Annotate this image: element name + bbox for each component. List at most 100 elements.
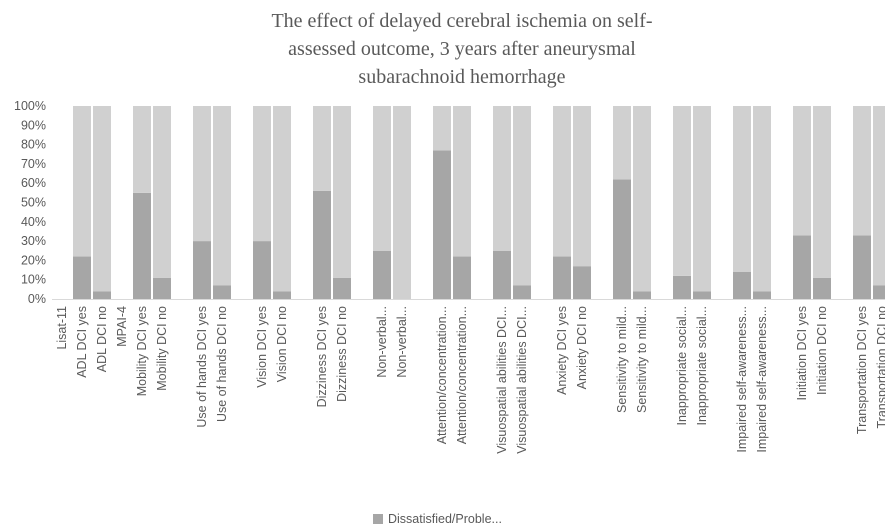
y-tick-label: 20% — [21, 253, 46, 267]
x-tick-label: Mobility DCI yes — [135, 306, 149, 396]
bar-segment-remainder — [513, 106, 531, 286]
x-tick-label: Visuospatial abilities DCI... — [495, 306, 509, 454]
x-tick-label: Vision DCI yes — [255, 306, 269, 388]
y-tick-label: 30% — [21, 234, 46, 248]
x-tick-label: Anxiety DCI yes — [555, 306, 569, 395]
bar-segment-dissatisfied — [313, 190, 331, 299]
bar-segment-remainder — [493, 106, 511, 251]
x-tick-label: Dizziness DCI yes — [315, 306, 329, 407]
y-tick-label: 0% — [28, 292, 46, 306]
y-tick-label: 40% — [21, 215, 46, 229]
bar-segment-dissatisfied — [453, 256, 471, 299]
bar-segment-remainder — [753, 106, 771, 292]
bar-segment-remainder — [213, 106, 231, 286]
x-tick-label: Attention/concentration... — [455, 306, 469, 444]
y-tick-label: 100% — [14, 99, 46, 113]
bar-segment-remainder — [73, 106, 91, 257]
bar-segment-remainder — [793, 106, 811, 236]
bar-segment-dissatisfied — [333, 277, 351, 299]
bar-segment-remainder — [253, 106, 271, 242]
x-tick-label: Use of hands DCI no — [215, 306, 229, 422]
bar-segment-remainder — [613, 106, 631, 180]
bar-segment-dissatisfied — [853, 235, 871, 299]
legend-swatch — [373, 514, 383, 524]
x-tick-label: Lisat-11 — [55, 306, 69, 350]
bar-segment-dissatisfied — [493, 250, 511, 299]
bar-segment-remainder — [693, 106, 711, 292]
x-tick-label: Non-verbal... — [375, 306, 389, 378]
bar-segment-dissatisfied — [153, 277, 171, 299]
bar-segment-dissatisfied — [553, 256, 571, 299]
x-tick-label: Dizziness DCI no — [335, 306, 349, 402]
bar-segment-dissatisfied — [693, 291, 711, 299]
bar-segment-dissatisfied — [433, 150, 451, 299]
bar-segment-dissatisfied — [873, 285, 885, 299]
x-tick-label: Sensitivity to mild... — [635, 306, 649, 413]
x-tick-label: Visuospatial abilities DCI... — [515, 306, 529, 454]
chart-title-line-1: The effect of delayed cerebral ischemia … — [271, 10, 652, 32]
y-tick-label: 10% — [21, 273, 46, 287]
bar-segment-dissatisfied — [813, 277, 831, 299]
bar-segment-remainder — [393, 106, 411, 299]
x-axis: Lisat-11 ADL DCI yes ADL DCI no MPAI-4 Mobil… — [52, 299, 885, 454]
bar-segment-remainder — [453, 106, 471, 257]
chart-title-line-3: subarachnoid hemorrhage — [358, 66, 565, 88]
bar-segment-dissatisfied — [573, 266, 591, 299]
x-tick-label: Transportation DCI no — [875, 306, 885, 429]
chart-title-line-2: assessed outcome, 3 years after aneurysm… — [288, 38, 636, 60]
bar-segment-remainder — [193, 106, 211, 242]
bar-segment-dissatisfied — [613, 179, 631, 299]
x-tick-label: Transportation DCI yes — [855, 306, 869, 434]
bar-segment-remainder — [153, 106, 171, 278]
x-tick-label: Use of hands DCI yes — [195, 306, 209, 428]
x-tick-label: Impaired self-awareness... — [755, 306, 769, 453]
bar-segment-remainder — [813, 106, 831, 278]
bar-segment-dissatisfied — [753, 291, 771, 299]
bar-segment-dissatisfied — [133, 192, 151, 299]
bar-segment-remainder — [93, 106, 111, 292]
y-tick-label: 90% — [21, 118, 46, 132]
bar-segment-remainder — [573, 106, 591, 267]
x-tick-label: Attention/concentration... — [435, 306, 449, 444]
bar-segment-remainder — [373, 106, 391, 251]
x-tick-label: Mobility DCI no — [155, 306, 169, 391]
bar-segment-dissatisfied — [93, 291, 111, 299]
y-axis: 0% 10% 20% 30% 40% 50% 60% 70% 80% 90% 100% — [14, 99, 46, 306]
bar-segment-remainder — [333, 106, 351, 278]
x-tick-label: Sensitivity to mild... — [615, 306, 629, 413]
y-tick-label: 70% — [21, 157, 46, 171]
bar-segment-remainder — [133, 106, 151, 193]
bar-segment-remainder — [733, 106, 751, 272]
bar-segment-remainder — [673, 106, 691, 276]
bar-segment-remainder — [433, 106, 451, 151]
x-tick-label: ADL DCI yes — [75, 306, 89, 378]
bar-segment-remainder — [313, 106, 331, 191]
x-tick-label: Non-verbal... — [395, 306, 409, 378]
x-tick-label: Inappropriate social... — [695, 306, 709, 426]
bars — [73, 106, 885, 299]
x-tick-label: Inappropriate social... — [675, 306, 689, 426]
bar-segment-dissatisfied — [633, 291, 651, 299]
legend: Dissatisfied/Proble... — [373, 512, 502, 526]
bar-segment-remainder — [633, 106, 651, 292]
bar-segment-remainder — [553, 106, 571, 257]
bar-segment-remainder — [873, 106, 885, 286]
bar-segment-remainder — [853, 106, 871, 236]
bar-segment-dissatisfied — [793, 235, 811, 299]
bar-segment-dissatisfied — [513, 285, 531, 299]
x-tick-label: MPAI-4 — [115, 306, 129, 347]
legend-label: Dissatisfied/Proble... — [388, 512, 502, 526]
bar-segment-remainder — [273, 106, 291, 292]
bar-segment-dissatisfied — [373, 250, 391, 299]
chart-title: The effect of delayed cerebral ischemia … — [271, 10, 652, 88]
y-tick-label: 50% — [21, 196, 46, 210]
x-tick-label: Impaired self-awareness... — [735, 306, 749, 453]
x-tick-label: ADL DCI no — [95, 306, 109, 372]
x-tick-label: Vision DCI no — [275, 306, 289, 382]
bar-segment-dissatisfied — [213, 285, 231, 299]
bar-segment-dissatisfied — [273, 291, 291, 299]
x-tick-label: Anxiety DCI no — [575, 306, 589, 389]
bar-segment-dissatisfied — [73, 256, 91, 299]
bar-segment-dissatisfied — [193, 241, 211, 299]
